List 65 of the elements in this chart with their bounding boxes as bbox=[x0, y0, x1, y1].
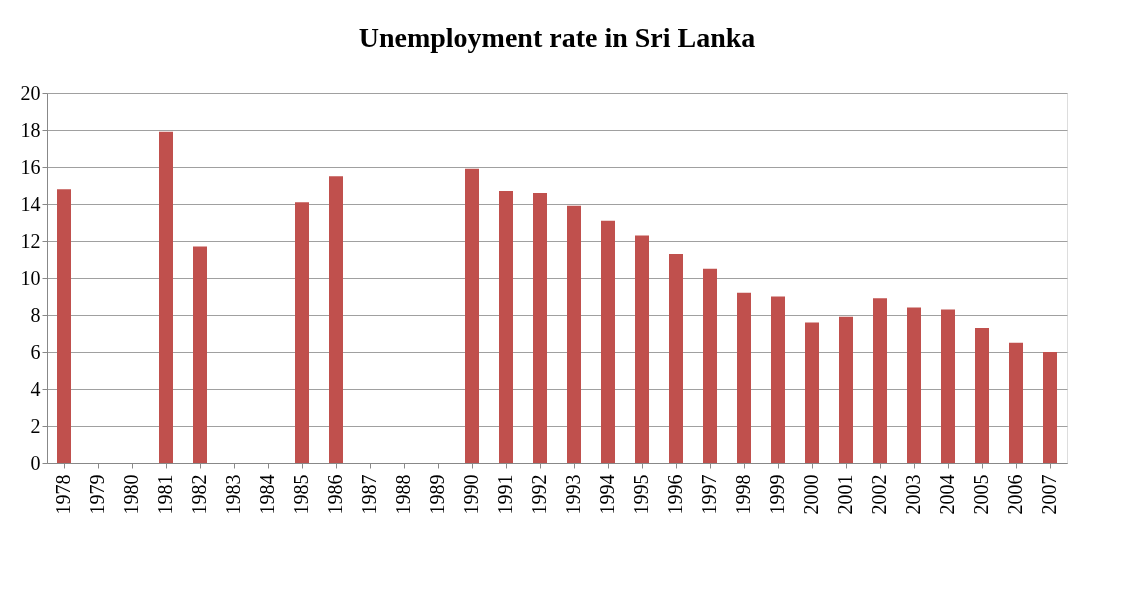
y-tick-label: 4 bbox=[30, 377, 41, 400]
bar bbox=[295, 202, 309, 463]
bar bbox=[601, 220, 615, 463]
bar bbox=[703, 268, 717, 463]
x-tick-label: 1988 bbox=[392, 474, 414, 515]
x-tick-label: 2002 bbox=[868, 474, 890, 515]
bar bbox=[567, 205, 581, 463]
x-tick-label: 1982 bbox=[188, 474, 210, 515]
x-tick-label: 2004 bbox=[936, 474, 958, 515]
x-tick-label: 1980 bbox=[120, 474, 142, 515]
x-tick-label: 1978 bbox=[52, 474, 74, 515]
bar bbox=[533, 192, 547, 463]
x-tick-label: 1981 bbox=[154, 474, 176, 515]
bar bbox=[805, 322, 819, 463]
x-tick-label: 1993 bbox=[562, 474, 584, 515]
x-tick-label: 2006 bbox=[1004, 474, 1026, 515]
bar bbox=[873, 298, 887, 463]
x-tick-label: 1999 bbox=[766, 474, 788, 515]
bar bbox=[737, 292, 751, 463]
x-tick-label: 1983 bbox=[222, 474, 244, 515]
bar bbox=[499, 191, 513, 463]
x-tick-label: 2007 bbox=[1038, 474, 1060, 515]
y-tick-label: 6 bbox=[30, 340, 41, 363]
bar bbox=[771, 296, 785, 463]
x-tick-label: 2000 bbox=[800, 474, 822, 515]
bar bbox=[975, 327, 989, 463]
y-tick-label: 12 bbox=[20, 229, 41, 252]
x-tick-label: 2005 bbox=[970, 474, 992, 515]
bar bbox=[635, 235, 649, 463]
bar bbox=[159, 131, 173, 463]
bar bbox=[839, 316, 853, 463]
x-tick-label: 1998 bbox=[732, 474, 754, 515]
x-tick-label: 1997 bbox=[698, 474, 720, 515]
x-tick-label: 1994 bbox=[596, 474, 618, 515]
x-tick-label: 2001 bbox=[834, 474, 856, 515]
bar bbox=[1009, 342, 1023, 463]
y-tick-label: 14 bbox=[20, 192, 41, 215]
x-tick-label: 1995 bbox=[630, 474, 652, 515]
x-tick-label: 1987 bbox=[358, 474, 380, 515]
bar bbox=[193, 246, 207, 463]
chart-title: Unemployment rate in Sri Lanka bbox=[358, 22, 756, 53]
y-tick-label: 10 bbox=[20, 266, 41, 289]
x-tick-label: 1990 bbox=[460, 474, 482, 515]
bar bbox=[57, 189, 71, 463]
x-tick-label: 1986 bbox=[324, 474, 346, 515]
x-tick-label: 2003 bbox=[902, 474, 924, 515]
bar bbox=[329, 176, 343, 463]
x-tick-label: 1996 bbox=[664, 474, 686, 515]
x-tick-label: 1991 bbox=[494, 474, 516, 515]
x-tick-label: 1979 bbox=[86, 474, 108, 515]
bar bbox=[1043, 352, 1057, 463]
bar bbox=[907, 307, 921, 463]
y-tick-label: 8 bbox=[30, 303, 41, 326]
bar bbox=[669, 253, 683, 463]
y-tick-label: 16 bbox=[20, 155, 41, 178]
x-tick-label: 1985 bbox=[290, 474, 312, 515]
y-tick-label: 20 bbox=[20, 81, 41, 104]
bar bbox=[465, 168, 479, 463]
y-tick-label: 2 bbox=[30, 414, 41, 437]
x-tick-label: 1989 bbox=[426, 474, 448, 515]
x-tick-label: 1992 bbox=[528, 474, 550, 515]
y-tick-label: 18 bbox=[20, 118, 41, 141]
y-tick-label: 0 bbox=[30, 451, 41, 474]
x-tick-label: 1984 bbox=[256, 474, 278, 515]
bar bbox=[941, 309, 955, 463]
